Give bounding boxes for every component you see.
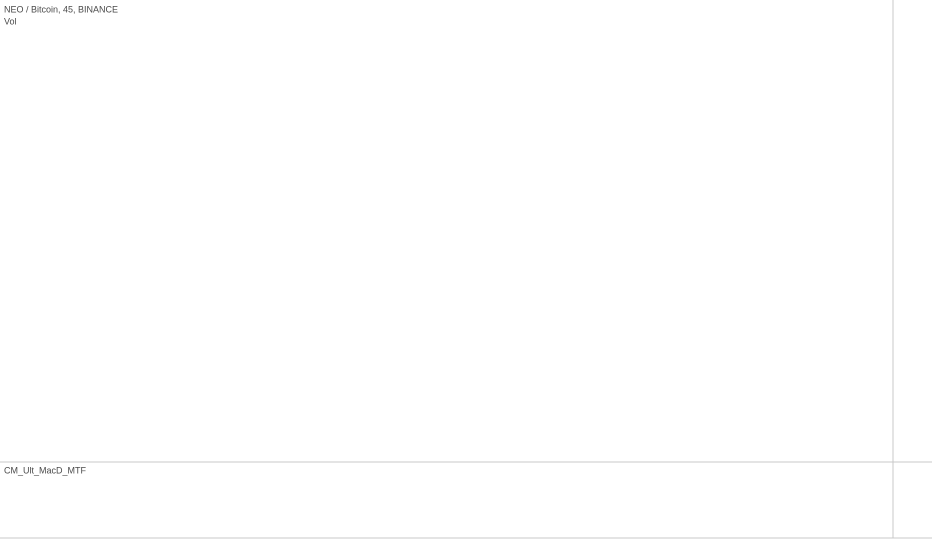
indicator-name: CM_Ult_MacD_MTF [4, 465, 87, 475]
chart-subtitle: Vol [4, 16, 17, 26]
chart-title: NEO / Bitcoin, 45, BINANCE [4, 4, 118, 14]
